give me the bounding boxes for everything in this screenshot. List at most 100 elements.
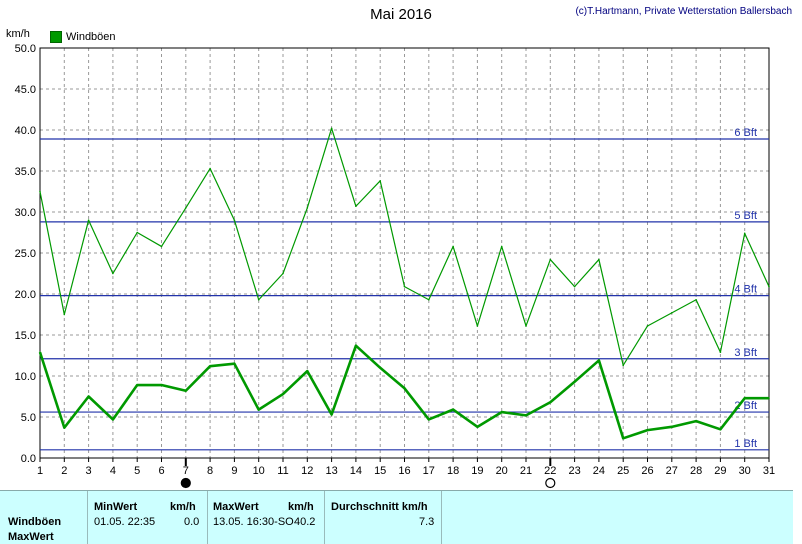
data-point xyxy=(136,231,138,234)
data-point xyxy=(63,426,66,429)
divider xyxy=(441,491,442,544)
x-tick-label: 10 xyxy=(253,465,265,477)
data-point xyxy=(403,285,406,288)
x-tick-label: 22 xyxy=(544,465,556,477)
data-point xyxy=(549,401,552,404)
beaufort-label: 5 Bft xyxy=(734,210,757,222)
data-point xyxy=(160,245,163,248)
data-point xyxy=(525,325,527,327)
legend-label: Windböen xyxy=(66,31,116,43)
data-point xyxy=(403,387,406,390)
data-point xyxy=(695,298,697,301)
credit-text: (c)T.Hartmann, Private Wetterstation Bal… xyxy=(575,6,792,17)
x-tick-label: 7 xyxy=(183,465,189,477)
x-tick-label: 4 xyxy=(110,465,116,477)
data-point xyxy=(598,359,600,362)
new-moon-icon xyxy=(180,477,191,489)
min-time: 01.05. 22:35 xyxy=(94,516,156,528)
y-axis-unit: km/h xyxy=(6,28,30,40)
data-point xyxy=(185,389,187,392)
data-point xyxy=(452,245,454,248)
data-point xyxy=(768,285,770,288)
data-point xyxy=(646,325,649,327)
data-point xyxy=(428,298,430,301)
x-tick-label: 14 xyxy=(350,465,362,477)
data-point xyxy=(428,418,430,421)
data-point xyxy=(282,393,284,395)
beaufort-label: 1 Bft xyxy=(734,438,757,450)
data-point xyxy=(646,429,649,431)
data-point xyxy=(233,219,236,221)
data-point xyxy=(476,426,479,428)
y-tick-label: 45.0 xyxy=(15,84,36,96)
x-tick-label: 8 xyxy=(207,465,213,477)
legend: Windböen xyxy=(50,31,116,43)
max-time: 13.05. 16:30-SO xyxy=(213,516,294,528)
data-point xyxy=(63,313,66,316)
data-point xyxy=(452,408,454,411)
data-point xyxy=(573,380,576,383)
x-tick-label: 31 xyxy=(763,465,775,477)
data-point xyxy=(330,127,333,130)
y-tick-label: 25.0 xyxy=(15,248,36,260)
data-point xyxy=(622,364,624,367)
y-tick-label: 35.0 xyxy=(15,166,36,178)
data-point xyxy=(622,437,624,440)
data-point xyxy=(39,351,41,354)
x-tick-label: 20 xyxy=(496,465,508,477)
data-point xyxy=(282,272,284,275)
x-tick-label: 15 xyxy=(374,465,386,477)
max-value: 40.2 xyxy=(294,516,316,528)
data-point xyxy=(476,325,479,327)
avg-value: 7.3 xyxy=(419,516,435,528)
x-tick-label: 27 xyxy=(666,465,678,477)
x-tick-label: 28 xyxy=(690,465,702,477)
data-point xyxy=(112,272,114,275)
divider xyxy=(324,491,325,544)
data-point xyxy=(695,420,697,422)
x-tick-label: 16 xyxy=(398,465,410,477)
data-point xyxy=(209,365,211,367)
data-point xyxy=(39,190,41,193)
data-point xyxy=(573,285,576,288)
divider xyxy=(87,491,88,544)
data-point xyxy=(671,312,673,314)
y-tick-label: 50.0 xyxy=(15,43,36,55)
beaufort-label: 4 Bft xyxy=(734,284,757,296)
data-point xyxy=(549,258,552,261)
y-tick-label: 10.0 xyxy=(15,371,36,383)
row-label-windboeen: Windböen xyxy=(8,516,62,528)
chart-title: Mai 2016 xyxy=(370,6,432,23)
x-tick-label: 5 xyxy=(134,465,140,477)
data-point xyxy=(743,397,746,399)
row-label-maxwert: MaxWert xyxy=(8,531,54,543)
x-tick-label: 6 xyxy=(158,465,164,477)
stats-panel: Windböen MaxWert MinWert km/h 01.05. 22:… xyxy=(0,490,793,544)
data-point xyxy=(525,414,527,417)
x-tick-label: 13 xyxy=(325,465,337,477)
y-tick-label: 0.0 xyxy=(21,453,36,465)
x-tick-label: 18 xyxy=(447,465,459,477)
data-point xyxy=(379,180,382,182)
data-point xyxy=(257,298,260,301)
x-tick-label: 19 xyxy=(471,465,483,477)
min-value: 0.0 xyxy=(184,516,200,528)
data-point xyxy=(209,167,211,170)
x-tick-label: 29 xyxy=(714,465,726,477)
x-tick-label: 24 xyxy=(593,465,605,477)
chart-area: 0.0 5.0 10.0 15.0 20.0 25.0 30.0 35.0 40.0 45.0 50… xyxy=(15,43,775,489)
avg-header: Durchschnitt km/h xyxy=(331,501,428,513)
data-point xyxy=(257,408,260,411)
data-point xyxy=(500,245,503,248)
data-point xyxy=(330,413,333,416)
x-tick-label: 3 xyxy=(86,465,92,477)
data-point xyxy=(671,426,673,428)
data-point xyxy=(112,418,114,421)
data-point xyxy=(87,219,90,221)
x-tick-label: 9 xyxy=(231,465,237,477)
x-tick-label: 11 xyxy=(277,465,288,477)
divider xyxy=(207,491,208,544)
y-tick-label: 20.0 xyxy=(15,289,36,301)
min-unit: km/h xyxy=(170,501,196,513)
x-tick-label: 26 xyxy=(641,465,653,477)
